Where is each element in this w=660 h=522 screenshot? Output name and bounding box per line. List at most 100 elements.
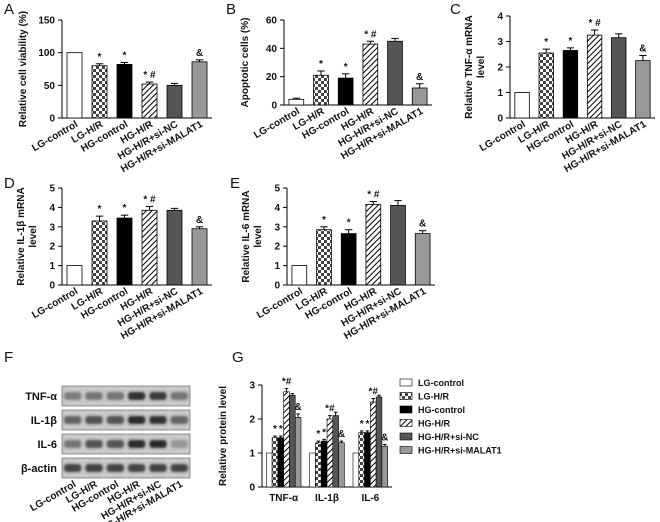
bar (337, 77, 354, 106)
legend-label: HG-H/R+si-MALAT1 (418, 446, 502, 456)
bar (91, 220, 108, 286)
blot-row-label: TNF-α (25, 391, 57, 403)
y-tick-label: 0 (497, 114, 503, 125)
blot-band (85, 416, 103, 424)
panel-label: C (450, 1, 461, 18)
x-tick-label: TNF-α (269, 493, 299, 504)
y-tick-label: 2 (249, 415, 255, 426)
panel-label: A (4, 1, 14, 18)
bar (266, 452, 273, 488)
blot-band (85, 392, 103, 400)
significance-label: * (344, 62, 348, 73)
blot-band (106, 416, 124, 424)
blot-band (64, 464, 82, 472)
significance-label: * (316, 429, 320, 440)
bar (315, 442, 322, 488)
blot-band (128, 440, 146, 448)
significance-label: * # (143, 194, 156, 205)
y-tick-label: 4 (49, 203, 55, 214)
blot-row-label: IL-6 (37, 439, 57, 451)
y-tick-label: 3 (274, 222, 280, 233)
y-tick-label: 2 (274, 242, 280, 253)
significance-label: * (279, 424, 283, 435)
bar (277, 437, 284, 488)
blot-band (128, 392, 146, 400)
significance-label: * (544, 37, 548, 48)
significance-label: & (338, 429, 345, 440)
bar (316, 229, 332, 286)
x-tick-label: IL-6 (361, 493, 379, 504)
bar (291, 265, 308, 286)
panel-label: G (232, 349, 244, 366)
blot-strip (61, 433, 191, 455)
y-tick-label: 20 (266, 72, 278, 83)
y-tick-label: 5 (49, 184, 55, 195)
significance-label: * (123, 50, 127, 61)
panel-label: E (230, 175, 240, 192)
bar (358, 432, 365, 488)
bar (332, 415, 339, 488)
bar (66, 265, 83, 286)
blot-band (64, 440, 82, 448)
y-tick-label: 60 (266, 16, 278, 27)
significance-label: *# (325, 404, 335, 415)
bar (411, 87, 428, 106)
y-axis-title: Relative TNF-α mRNA (464, 15, 475, 118)
y-tick-label: 3 (249, 381, 255, 392)
bar (514, 92, 530, 119)
significance-label: & (419, 219, 426, 230)
significance-label: * (365, 419, 369, 430)
significance-label: * # (367, 190, 380, 201)
bar (320, 440, 328, 488)
blot-band (106, 464, 124, 472)
blot-band (128, 464, 146, 472)
bar (294, 416, 302, 488)
legend-swatch (399, 378, 413, 387)
blot-band (170, 464, 188, 472)
bar (414, 233, 431, 286)
y-tick-label: 4 (497, 12, 503, 23)
bar (283, 391, 290, 488)
y-tick-label: 1 (497, 88, 503, 99)
y-tick-label: 2 (49, 242, 55, 253)
bar (586, 34, 603, 119)
blot-band (85, 440, 103, 448)
y-tick-label: 150 (38, 16, 55, 27)
bar (562, 50, 579, 119)
bar (362, 43, 379, 106)
significance-label: * (360, 419, 364, 430)
significance-label: * (98, 204, 102, 215)
y-tick-label: 0 (49, 281, 55, 292)
significance-label: * (347, 218, 351, 229)
bar (538, 52, 554, 119)
significance-label: & (196, 48, 203, 59)
blot-band (106, 440, 124, 448)
y-tick-label: 3 (497, 37, 503, 48)
y-tick-label: 3 (49, 222, 55, 233)
bar (381, 445, 388, 488)
y-tick-label: 40 (266, 44, 278, 55)
bar (352, 452, 360, 488)
bar (191, 61, 208, 119)
y-tick-label: 100 (38, 48, 55, 59)
blot-row-label: β-actin (21, 463, 57, 475)
bar (141, 83, 158, 119)
y-tick-label: 1 (274, 261, 280, 272)
significance-label: & (639, 44, 646, 55)
bar (635, 60, 651, 119)
bar (370, 401, 377, 488)
blot-band (106, 392, 124, 400)
blot-strip (61, 385, 191, 407)
significance-label: * # (364, 29, 377, 40)
legend-label: HG-control (418, 405, 465, 415)
y-tick-label: 2 (497, 63, 503, 74)
bar (166, 84, 183, 119)
y-tick-label: 0 (49, 114, 55, 125)
significance-label: *# (282, 376, 292, 387)
significance-label: * # (143, 70, 156, 81)
significance-label: * (322, 215, 326, 226)
bar (387, 40, 403, 106)
bar (116, 64, 133, 119)
legend-swatch (399, 446, 413, 454)
